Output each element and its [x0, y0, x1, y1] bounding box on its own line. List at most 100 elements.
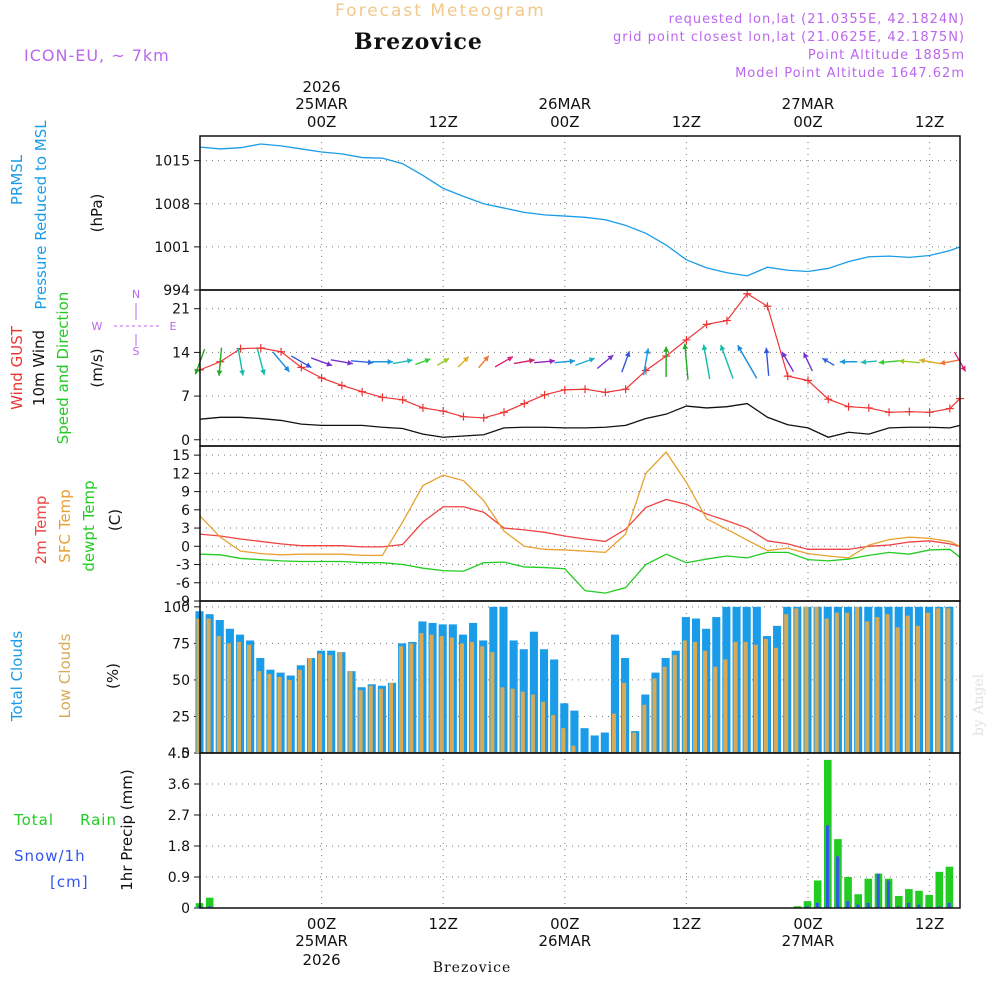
prmsl-desc-label: Pressure Reduced to MSL [32, 120, 50, 310]
wind-arrow-head [194, 368, 200, 375]
wind-arrow-head [367, 359, 374, 366]
low-cloud-bar [905, 615, 910, 753]
gust-marker [540, 390, 549, 399]
low-cloud-bar [520, 691, 525, 753]
top-tick-label: 12Z [429, 113, 458, 131]
bottom-tick-label: 00Z [550, 915, 579, 933]
low-cloud-bar [540, 701, 546, 753]
snow-bar [826, 825, 830, 908]
low-cloud-bar [652, 678, 657, 753]
y-tick-label: 1.8 [168, 839, 190, 855]
gust-marker [925, 408, 934, 417]
low-cloud-bar [824, 618, 829, 753]
cloud-unit-label: (%) [104, 663, 122, 689]
wind-arrow-head [701, 344, 708, 351]
total-cloud-bar [610, 634, 620, 753]
total-cloud-bar [580, 728, 589, 753]
low-cloud-bar [307, 658, 312, 753]
snow-bar [836, 856, 840, 908]
gust-marker [763, 302, 772, 311]
wind-arrow-head [939, 359, 946, 366]
rain-bar [844, 877, 852, 908]
wind-arrow-head [607, 355, 614, 361]
temp2m-line [199, 498, 961, 550]
panel-frame [199, 445, 961, 602]
low-cloud-bar [571, 745, 576, 753]
gust-marker [743, 289, 752, 298]
wind-arrow-head [878, 359, 885, 366]
total-cloud-bar [539, 649, 549, 753]
y-tick-label: 3.6 [168, 777, 190, 793]
bottom-date-label: 27MAR [782, 932, 835, 950]
low-cloud-bar [814, 606, 819, 753]
low-cloud-bar [622, 682, 627, 753]
wind-arrow-head [644, 348, 651, 355]
y-tick-label: 1008 [154, 197, 190, 213]
gridpoint-coords: grid point closest lon,lat (21.0625E, 42… [613, 30, 965, 45]
gust-marker [439, 407, 448, 416]
low-cloud-bar [804, 606, 809, 753]
wind-arrow-head [483, 355, 489, 362]
wind-arrow-head [682, 343, 689, 350]
wind-arrow-head [919, 358, 925, 364]
prmsl-label: PRMSL [8, 154, 26, 205]
low-cloud-bar [855, 606, 860, 753]
gust-marker [500, 408, 508, 417]
y-tick-label: 12 [172, 466, 190, 482]
low-cloud-bar [530, 694, 535, 753]
bottom-tick-label: 00Z [793, 915, 822, 933]
top-tick-label: 00Z [550, 113, 579, 131]
low-cloud-bar [885, 614, 890, 753]
wind-arrow-head [737, 345, 743, 352]
total-cloud-bar [499, 606, 508, 753]
bottom-tick-label: 12Z [429, 915, 458, 933]
point-altitude: Point Altitude 1885m [808, 48, 965, 63]
dewpt-line [199, 548, 961, 594]
temp-sfc-label: SFC Temp [56, 489, 74, 562]
gust-marker [479, 413, 488, 422]
wind-arrow-head [569, 358, 576, 365]
snow-bar [815, 902, 819, 908]
low-cloud-bar [439, 636, 444, 753]
bottom-date-label: 25MAR [295, 932, 348, 950]
wind-arrow-head [782, 351, 788, 358]
low-cloud-bar [774, 647, 779, 753]
chart-title: Forecast Meteogram [335, 1, 546, 21]
low-cloud-bar [328, 655, 333, 753]
wind-arrow-head [898, 358, 905, 365]
rain-bar [803, 901, 812, 908]
precip-snow-label: Snow/1h [14, 847, 86, 865]
wind-arrow-head [283, 365, 290, 372]
gust-marker [337, 381, 346, 390]
low-cloud-bar [713, 666, 718, 753]
wind-arrow-head [588, 357, 595, 363]
low-cloud-bar [318, 653, 323, 753]
low-cloud-bar [257, 671, 262, 753]
gust-marker [256, 344, 265, 353]
low-cloud-bar [196, 618, 201, 753]
y-tick-label: 0 [181, 433, 190, 449]
total-cloud-bar [560, 703, 569, 753]
low-cloud-bar [480, 646, 485, 753]
wind-arrow-head [387, 358, 393, 365]
low-cloud-bar [409, 643, 414, 753]
low-cloud-bar [753, 644, 758, 753]
low-cloud-bar [429, 634, 434, 753]
gust-marker [864, 403, 873, 412]
gust-marker [459, 412, 468, 421]
snow-bar [856, 904, 860, 908]
wind-arrow-head [528, 358, 535, 364]
y-tick-label: -9 [176, 594, 190, 610]
low-cloud-bar [277, 677, 282, 753]
low-cloud-bar [915, 625, 920, 753]
low-cloud-bar [895, 627, 900, 753]
wind-unit-label: (m/s) [88, 348, 106, 387]
wind-arrow-head [406, 358, 413, 364]
snow-bar [846, 901, 850, 908]
y-tick-label: 15 [172, 448, 190, 464]
low-cloud-bar [510, 688, 515, 753]
low-cloud-bar [216, 636, 221, 753]
precip-total-label: Total [13, 811, 54, 829]
y-tick-label: 6 [181, 503, 190, 519]
